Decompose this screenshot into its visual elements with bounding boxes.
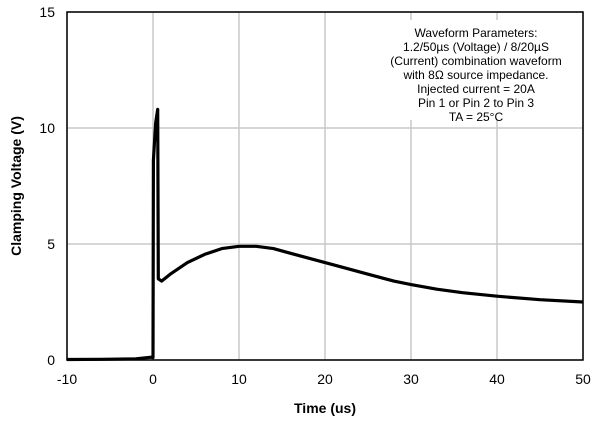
x-tick-label: -10 xyxy=(57,371,77,387)
annotation-box: Waveform Parameters:1.2/50µs (Voltage) /… xyxy=(376,20,576,124)
y-tick-label: 10 xyxy=(39,120,55,136)
y-tick-label: 0 xyxy=(47,352,55,368)
x-tick-label: 0 xyxy=(149,371,157,387)
plot-frame xyxy=(66,11,584,361)
y-axis-label: Clamping Voltage (V) xyxy=(8,116,24,256)
series-line-clamping-voltage xyxy=(66,107,584,362)
annotation-line: Pin 1 or Pin 2 to Pin 3 xyxy=(418,96,534,110)
x-tick-label: 10 xyxy=(231,371,247,387)
annotation-line: Injected current = 20A xyxy=(417,82,535,96)
annotation-line: 1.2/50µs (Voltage) / 8/20µS xyxy=(403,40,549,54)
annotation-line: with 8Ω source impedance. xyxy=(402,68,548,82)
y-tick-label: 5 xyxy=(47,236,55,252)
annotation-background xyxy=(376,20,576,120)
x-tick-label: 40 xyxy=(489,371,505,387)
annotation-line: (Current) combination waveform xyxy=(390,54,561,68)
annotation-line: TA = 25°C xyxy=(449,110,504,124)
x-tick-label: 30 xyxy=(403,371,419,387)
x-tick-label: 50 xyxy=(575,371,591,387)
annotation-line: Waveform Parameters: xyxy=(415,26,538,40)
x-tick-label: 20 xyxy=(317,371,333,387)
y-tick-label: 15 xyxy=(39,4,55,20)
x-axis-label: Time (us) xyxy=(294,400,356,416)
